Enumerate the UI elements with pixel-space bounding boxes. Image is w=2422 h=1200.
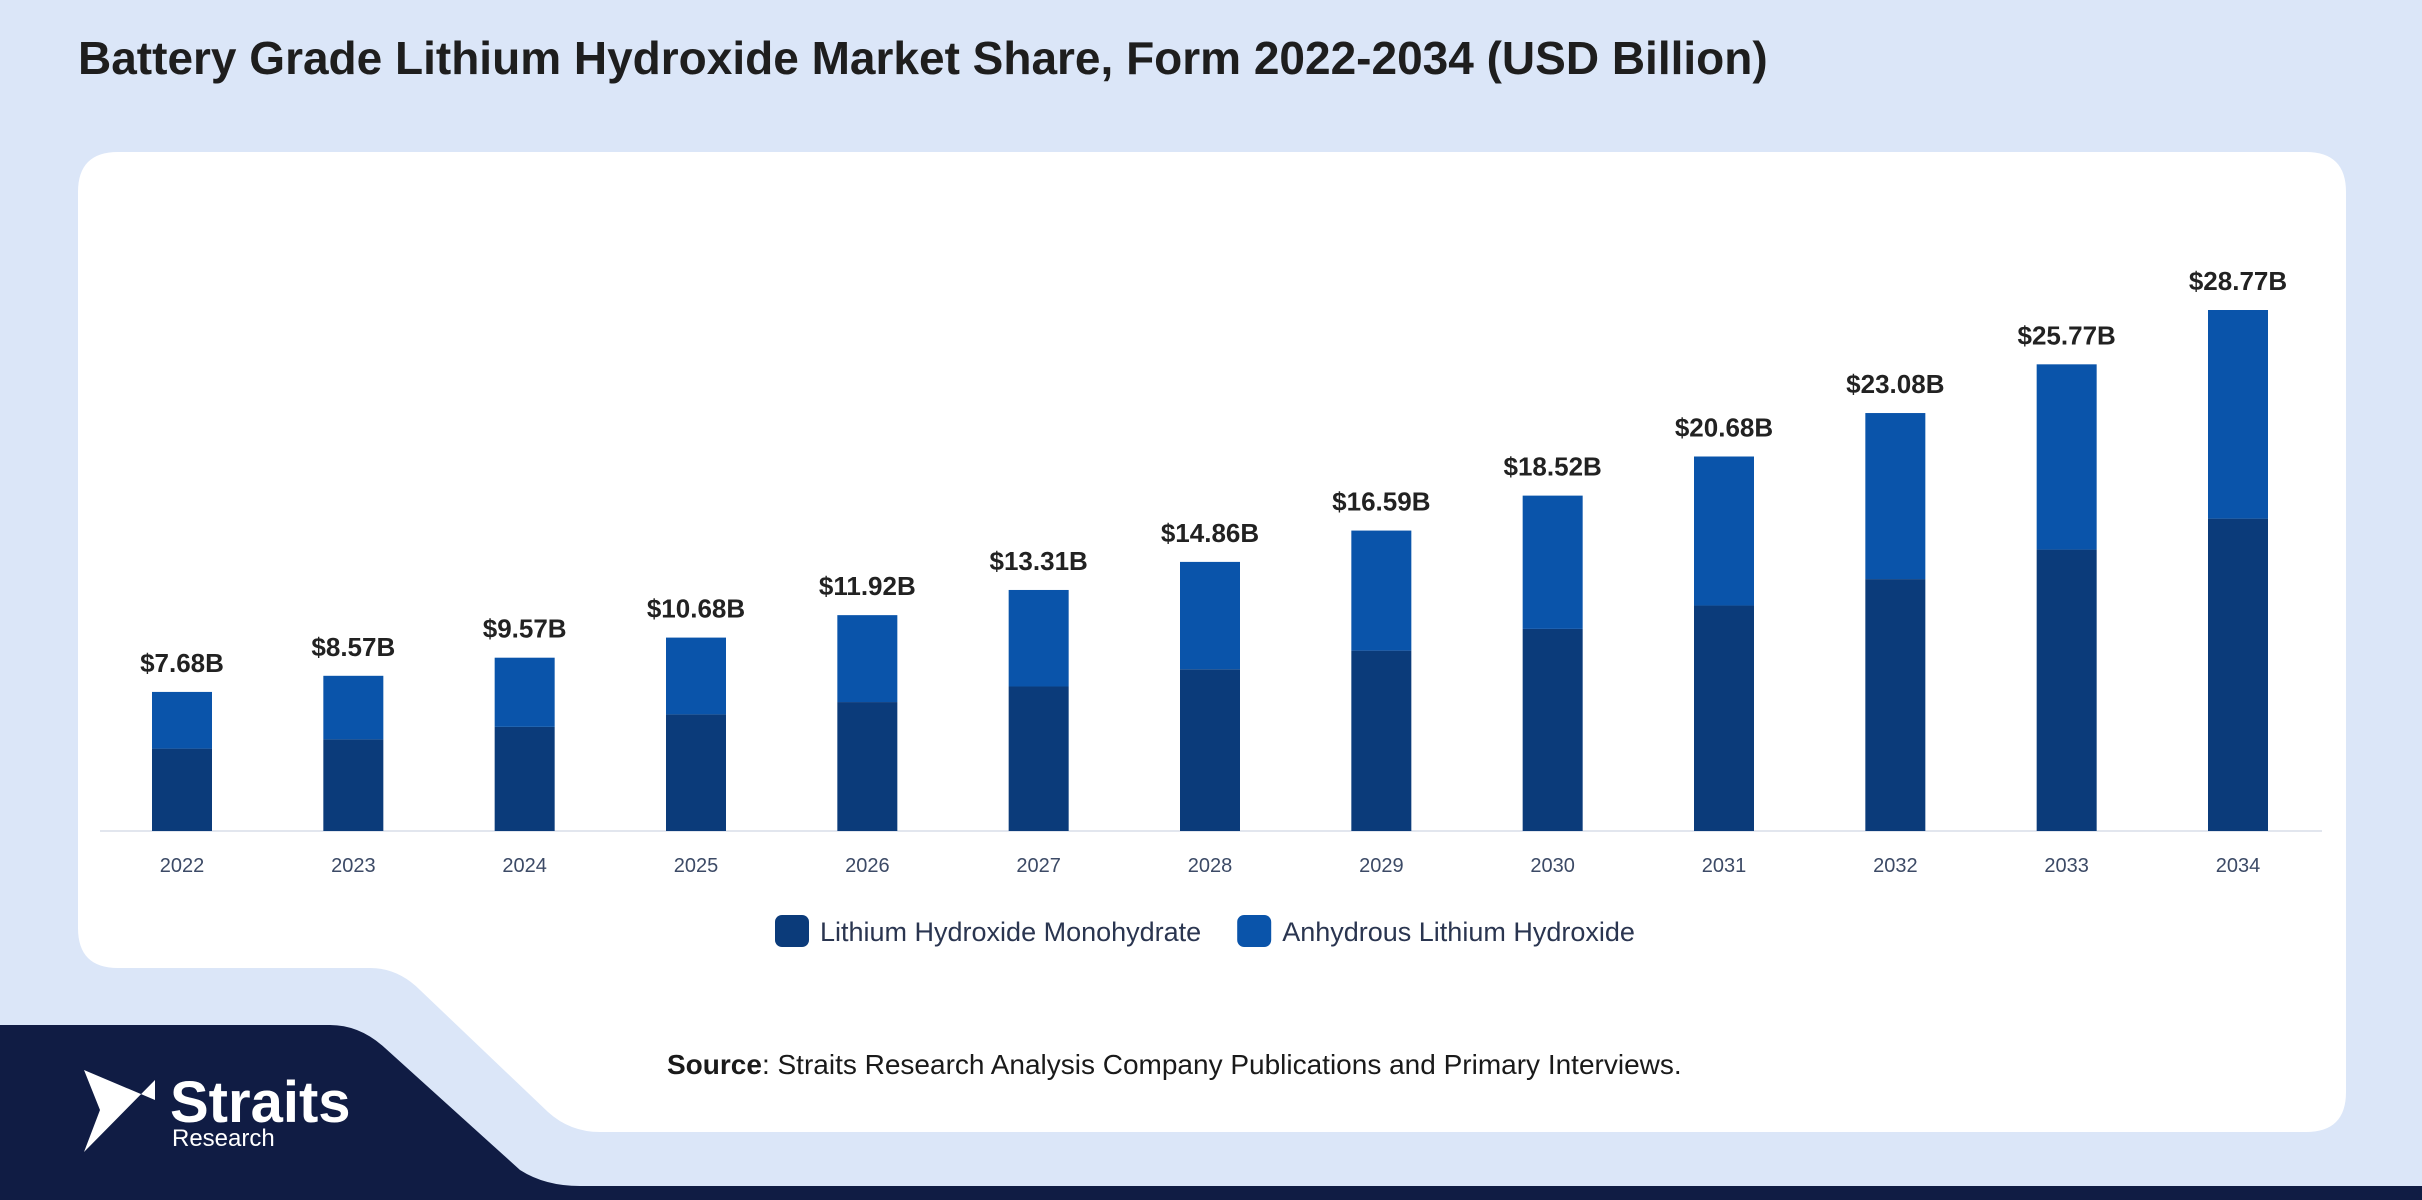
total-label: $13.31B: [990, 546, 1088, 576]
total-label: $9.57B: [483, 614, 567, 644]
total-label: $16.59B: [1332, 487, 1430, 517]
bar-segment: [323, 675, 384, 740]
logo-name: Straits: [170, 1070, 351, 1135]
bar-segment: [1008, 589, 1069, 687]
legend-label: Anhydrous Lithium Hydroxide: [1282, 917, 1635, 947]
source: Source: Straits Research Analysis Compan…: [667, 1049, 1682, 1080]
bar-segment: [152, 691, 212, 749]
total-label: $10.68B: [647, 594, 745, 624]
legend-label: Lithium Hydroxide Monohydrate: [820, 917, 1201, 947]
bar-segment: [2036, 549, 2097, 831]
x-tick-label: 2031: [1702, 855, 1747, 877]
bar-segment: [666, 637, 726, 715]
x-tick-label: 2026: [845, 855, 890, 877]
total-label: $18.52B: [1504, 452, 1602, 482]
bar-segment: [2208, 310, 2268, 519]
bar-segment: [1351, 650, 1412, 831]
x-tick-label: 2028: [1188, 855, 1233, 877]
x-tick-label: 2032: [1873, 855, 1918, 877]
bar-segment: [1008, 686, 1069, 831]
x-tick-label: 2022: [160, 855, 205, 877]
bar-segment: [2036, 364, 2097, 550]
bar-segment: [1694, 605, 1754, 831]
bar-segment: [1180, 561, 1240, 670]
x-tick-label: 2025: [674, 855, 719, 877]
logo-mark: [84, 1070, 155, 1152]
x-tick-label: 2023: [331, 855, 376, 877]
logo-sub: Research: [172, 1125, 275, 1152]
total-label: $23.08B: [1846, 369, 1944, 399]
x-tick-label: 2024: [502, 855, 547, 877]
x-tick-label: 2033: [2044, 855, 2089, 877]
legend-swatch: [1237, 915, 1272, 947]
total-label: $28.77B: [2189, 266, 2287, 296]
x-tick-label: 2027: [1016, 855, 1061, 877]
total-label: $20.68B: [1675, 413, 1773, 443]
bar-segment: [323, 739, 384, 831]
bar-segment: [1180, 669, 1240, 831]
total-label: $7.68B: [140, 648, 224, 678]
bar-segment: [837, 615, 898, 703]
total-label: $25.77B: [2018, 320, 2116, 350]
bar-segment: [494, 657, 555, 727]
total-label: $11.92B: [819, 571, 916, 601]
bar-segment: [1694, 456, 1754, 606]
chart-title: Battery Grade Lithium Hydroxide Market S…: [78, 32, 1768, 84]
bar-segment: [1865, 579, 1926, 831]
bar-segment: [1522, 628, 1583, 831]
bar-segment: [2208, 518, 2268, 831]
x-tick-label: 2034: [2216, 855, 2261, 877]
bar-segment: [152, 748, 212, 831]
source-label: Source: [667, 1049, 762, 1080]
brand-band: [0, 1025, 2422, 1200]
bar-segment: [1522, 495, 1583, 629]
bar-segment: [1351, 530, 1412, 651]
legend-swatch: [775, 915, 809, 947]
bar-segment: [494, 726, 555, 831]
bar-segment: [666, 714, 726, 831]
bar-segment: [837, 702, 898, 831]
total-label: $8.57B: [311, 632, 395, 662]
source-text: : Straits Research Analysis Company Publ…: [762, 1049, 1682, 1080]
x-tick-label: 2030: [1530, 855, 1575, 877]
bar-segment: [1865, 413, 1926, 580]
x-tick-label: 2029: [1359, 855, 1404, 877]
total-label: $14.86B: [1161, 518, 1259, 548]
